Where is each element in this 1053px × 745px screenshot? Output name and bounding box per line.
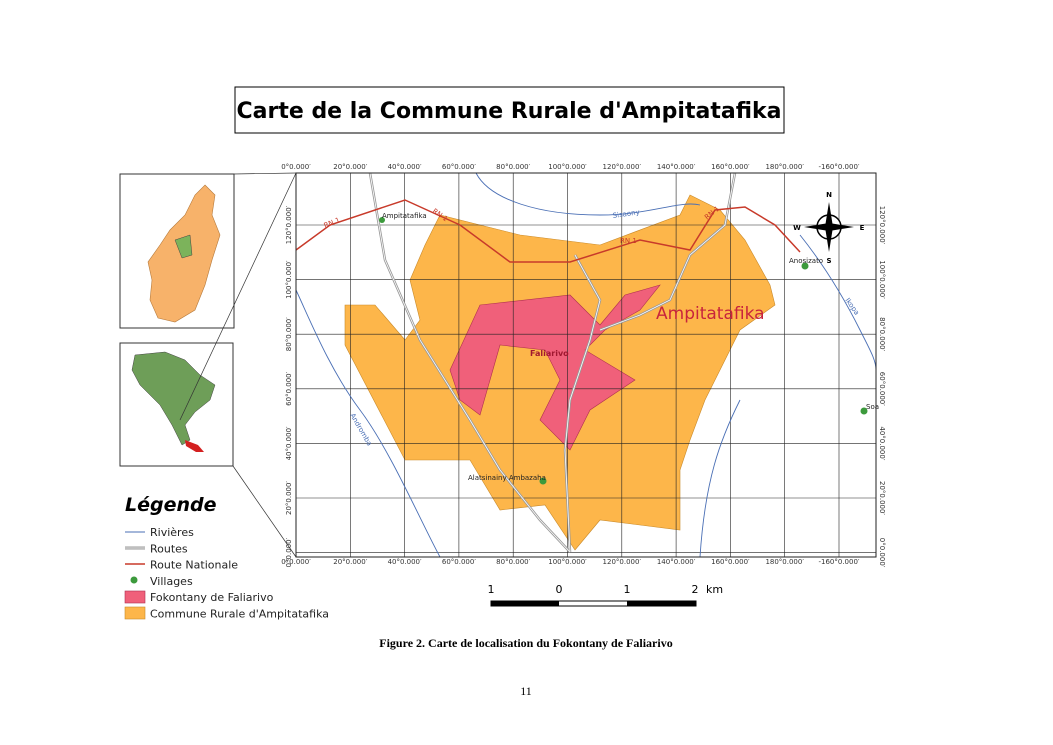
village-label: Anosizato [789, 257, 823, 265]
grid-label: 120°0.000′ [603, 558, 642, 566]
scale-label: 0 [556, 583, 563, 596]
title-box [234, 86, 785, 134]
grid-label: 40°0.000′ [878, 426, 886, 460]
grid-label: 60°0.000′ [285, 371, 293, 405]
grid-label: 120°0.000′ [285, 205, 293, 244]
grid-label: 0°0.000′ [285, 537, 293, 567]
legend-title: Légende [125, 494, 217, 516]
grid-label: 40°0.000′ [388, 163, 422, 171]
svg-text:N: N [826, 191, 832, 199]
grid-label: 160°0.000′ [711, 558, 750, 566]
compass: N S E W [793, 191, 864, 265]
grid-label: 80°0.000′ [496, 163, 530, 171]
grid-label: 140°0.000′ [657, 558, 696, 566]
grid-label: 0°0.000′ [281, 163, 311, 171]
grid-label: 0°0.000′ [281, 558, 311, 566]
legend-label: Rivières [150, 526, 194, 539]
grid-label: 100°0.000′ [548, 558, 587, 566]
grid-label: 20°0.000′ [333, 558, 367, 566]
commune-label: Ampitatafika [656, 304, 765, 324]
zoom-line [233, 172, 297, 175]
grid-label: 40°0.000′ [388, 558, 422, 566]
grid-label: 120°0.000′ [878, 206, 886, 245]
scale-bar [490, 600, 697, 607]
route-nationale [295, 199, 801, 263]
legend-label: Routes [150, 542, 188, 555]
zoom-line [179, 172, 297, 421]
fokontany-label: Faliarivo [530, 349, 569, 358]
legend-label: Route Nationale [150, 559, 238, 572]
svg-text:W: W [793, 224, 801, 232]
inset-region [119, 342, 234, 467]
rivers [295, 172, 877, 558]
grid-label: 100°0.000′ [285, 260, 293, 299]
grid-label: 100°0.000′ [878, 260, 886, 299]
village-label: Ampitatafika [382, 212, 427, 220]
scale-label: 1 [488, 583, 495, 596]
map-title: Carte de la Commune Rurale d'Ampitatafik… [237, 99, 782, 124]
villages [379, 217, 868, 485]
grid-label: 60°0.000′ [442, 558, 476, 566]
grid-label: 0°0.000′ [878, 538, 886, 568]
scale-label: 2 [692, 583, 699, 596]
svg-text:S: S [826, 257, 831, 265]
grid-label: 40°0.000′ [285, 426, 293, 460]
svg-text:E: E [860, 224, 865, 232]
inset-madagascar [119, 173, 235, 329]
legend-label: Villages [150, 575, 193, 588]
grid-label: -160°0.000′ [818, 163, 859, 171]
village-label: Soa [866, 403, 879, 411]
zoom-line [232, 465, 297, 558]
grid-label: 180°0.000′ [765, 558, 804, 566]
grid-label: 80°0.000′ [878, 317, 886, 351]
grid-label: 100°0.000′ [548, 163, 587, 171]
legend-label: Commune Rurale d'Ampitatafika [150, 608, 329, 621]
road-label: RN 1 [620, 237, 637, 245]
grid-label: 20°0.000′ [285, 481, 293, 515]
grid-label: 120°0.000′ [603, 163, 642, 171]
scale-unit: km [706, 583, 723, 596]
village-label: Alatsinainy Ambazaha [468, 474, 546, 482]
grid-label: -160°0.000′ [818, 558, 859, 566]
grid-label: 60°0.000′ [878, 372, 886, 406]
grid-label: 60°0.000′ [442, 163, 476, 171]
grid-label: 140°0.000′ [657, 163, 696, 171]
grid-label: 160°0.000′ [711, 163, 750, 171]
map-frame [295, 172, 877, 558]
grid-label: 20°0.000′ [878, 481, 886, 515]
legend-label: Fokontany de Faliarivo [150, 591, 274, 604]
scale-label: 1 [624, 583, 631, 596]
caption: Figure 2. Carte de localisation du Fokon… [379, 636, 672, 650]
river-label: Sisaony [612, 208, 640, 220]
grid-label: 180°0.000′ [765, 163, 804, 171]
grid-label: 80°0.000′ [285, 317, 293, 351]
grid-label: 80°0.000′ [496, 558, 530, 566]
page-number: 11 [520, 684, 532, 698]
legend [124, 531, 146, 620]
grid-label: 20°0.000′ [333, 163, 367, 171]
